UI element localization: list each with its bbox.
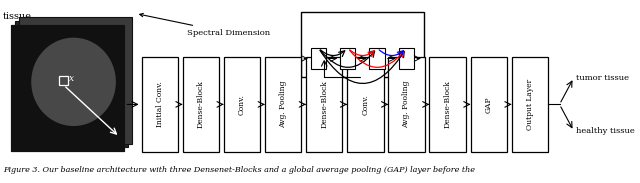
Bar	[388, 57, 425, 152]
Bar	[301, 12, 424, 77]
Bar	[59, 76, 68, 85]
Bar	[512, 57, 548, 152]
Bar	[141, 57, 178, 152]
Bar	[15, 21, 128, 147]
Text: Dense-Block: Dense-Block	[444, 81, 452, 128]
Text: Dense-Block: Dense-Block	[197, 81, 205, 128]
Ellipse shape	[31, 38, 116, 126]
Bar	[224, 57, 260, 152]
Bar	[369, 48, 385, 69]
Bar	[306, 57, 342, 152]
Text: GAP: GAP	[484, 96, 493, 113]
Text: x: x	[69, 74, 74, 83]
Text: Avg. Pooling: Avg. Pooling	[279, 81, 287, 128]
Text: healthy tissue: healthy tissue	[576, 127, 634, 135]
Text: Initial Conv.: Initial Conv.	[156, 81, 164, 127]
Text: Figure 3. Our baseline architecture with three Densenet-Blocks and a global aver: Figure 3. Our baseline architecture with…	[3, 166, 475, 174]
Text: Conv.: Conv.	[362, 94, 369, 115]
Text: Dense-Block: Dense-Block	[320, 81, 328, 128]
Bar	[429, 57, 466, 152]
Bar	[182, 57, 219, 152]
Text: tissue.: tissue.	[3, 12, 35, 21]
Bar	[347, 57, 383, 152]
Text: Spectral Dimension: Spectral Dimension	[140, 13, 269, 37]
Bar	[311, 48, 326, 69]
Text: Output Layer: Output Layer	[526, 79, 534, 130]
Bar	[265, 57, 301, 152]
Bar	[12, 25, 124, 151]
Text: Conv.: Conv.	[238, 94, 246, 115]
Bar	[399, 48, 414, 69]
Bar	[470, 57, 507, 152]
Text: Avg. Pooling: Avg. Pooling	[403, 81, 410, 128]
Bar	[12, 25, 124, 151]
Bar	[340, 48, 355, 69]
Text: tumor tissue: tumor tissue	[576, 74, 628, 82]
Bar	[19, 17, 132, 144]
